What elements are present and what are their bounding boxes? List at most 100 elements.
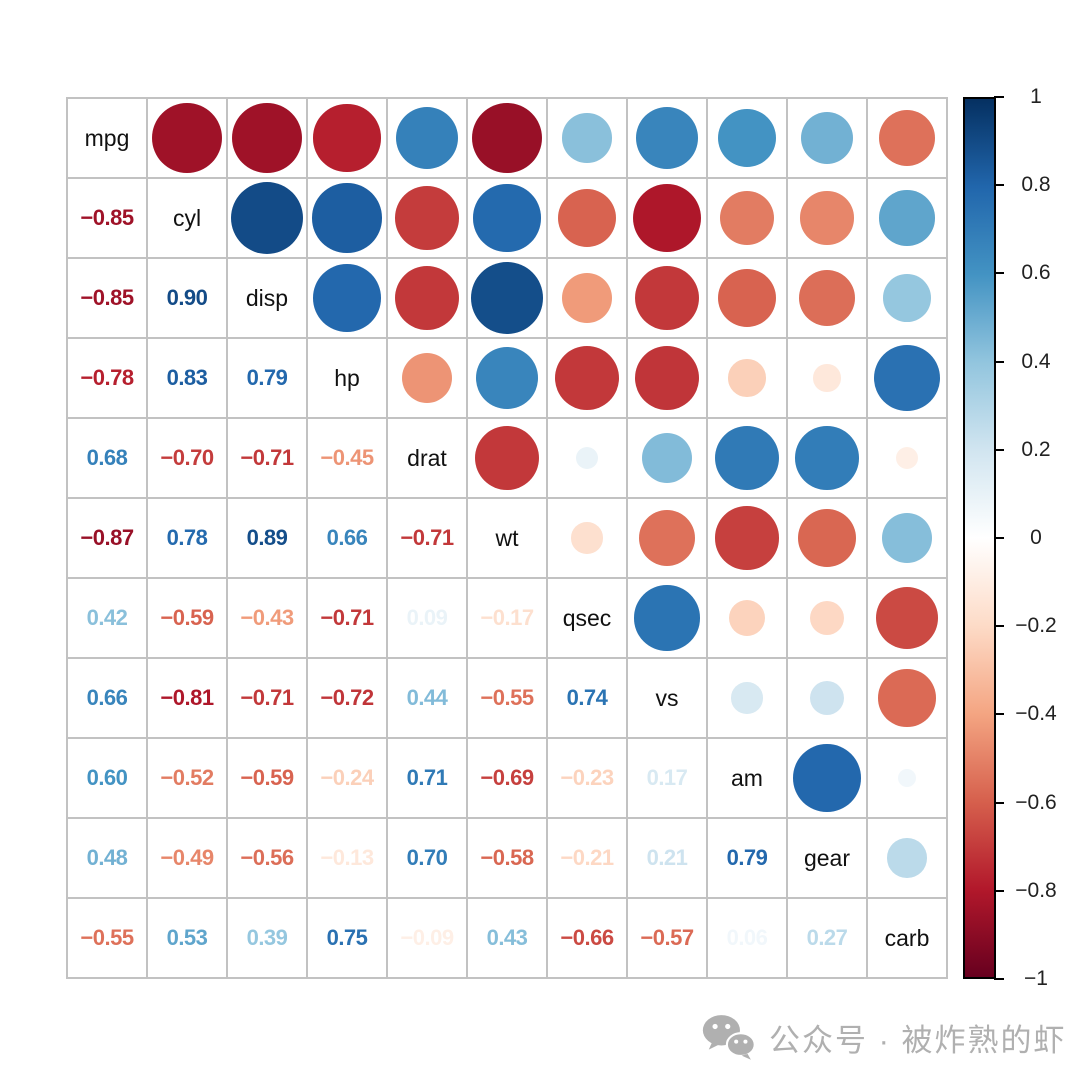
correlation-value: −0.52 — [160, 765, 214, 790]
correlation-value: 0.68 — [86, 445, 128, 470]
colorbar-tick — [994, 978, 1004, 980]
matrix-cell: 0.44 — [388, 659, 466, 737]
matrix-cell: gear — [788, 819, 866, 897]
matrix-cell — [788, 659, 866, 737]
matrix-cell: 0.17 — [628, 739, 706, 817]
correlation-value: −0.55 — [480, 685, 534, 710]
correlation-circle — [151, 102, 223, 174]
variable-label: carb — [884, 924, 930, 951]
matrix-cell: −0.56 — [228, 819, 306, 897]
correlation-value: 0.48 — [86, 845, 128, 870]
matrix-cell — [868, 819, 946, 897]
correlation-circle — [476, 347, 538, 409]
colorbar-tick — [994, 537, 1004, 539]
correlation-matrix: mpg −0.85 cyl −0.85 0.90 disp −0.78 0.83 0.79 hp 0… — [66, 97, 948, 979]
correlation-circle — [571, 522, 603, 554]
matrix-cell — [308, 259, 386, 337]
matrix-cell — [868, 419, 946, 497]
correlation-value: −0.17 — [480, 605, 534, 630]
correlation-value: −0.57 — [640, 925, 694, 950]
variable-label: gear — [803, 844, 851, 871]
colorbar-tick — [994, 625, 1004, 628]
correlation-value: −0.85 — [80, 205, 134, 230]
variable-label: vs — [655, 684, 679, 711]
correlation-value: −0.58 — [480, 845, 534, 870]
colorbar-tick — [994, 448, 1004, 451]
correlation-value: −0.43 — [240, 605, 294, 630]
matrix-cell — [468, 339, 546, 417]
correlation-circle — [809, 600, 845, 636]
correlation-circle — [562, 113, 612, 163]
correlation-circle — [638, 509, 696, 567]
correlation-circle — [641, 432, 693, 484]
matrix-cell — [388, 259, 466, 337]
matrix-cell — [548, 419, 626, 497]
correlation-value: 0.78 — [166, 525, 208, 550]
watermark-text: 公众号 · 被炸熟的虾 — [769, 1022, 1067, 1058]
correlation-circle — [793, 744, 861, 812]
matrix-cell: −0.55 — [68, 899, 146, 977]
matrix-cell — [868, 579, 946, 657]
matrix-cell — [628, 339, 706, 417]
colorbar-tick-label: −0.6 — [1015, 790, 1057, 814]
wechat-icon — [702, 1015, 756, 1060]
correlation-circle — [717, 268, 777, 328]
correlation-value: −0.59 — [240, 765, 294, 790]
correlation-circle — [474, 425, 540, 491]
correlation-value: 0.17 — [646, 765, 688, 790]
matrix-cell — [388, 99, 466, 177]
matrix-cell: 0.75 — [308, 899, 386, 977]
matrix-cell — [708, 259, 786, 337]
colorbar-tick — [994, 889, 1004, 892]
correlation-value: 0.66 — [326, 525, 368, 550]
correlation-value: 0.60 — [86, 765, 128, 790]
correlation-circle — [395, 106, 459, 170]
matrix-cell — [868, 499, 946, 577]
colorbar-tick — [994, 801, 1004, 804]
correlation-value: 0.42 — [86, 605, 128, 630]
matrix-cell: cyl — [148, 179, 226, 257]
matrix-cell: 0.74 — [548, 659, 626, 737]
matrix-cell — [468, 419, 546, 497]
correlation-circle — [632, 183, 702, 253]
correlation-circle — [878, 669, 936, 727]
matrix-cell: −0.57 — [628, 899, 706, 977]
correlation-circle — [876, 587, 938, 649]
correlation-value: −0.13 — [320, 845, 374, 870]
colorbar: 1 0.8 0.6 0.4 0.2 0 −0.2 −0.4 −0.6 −0.8 −1 — [963, 85, 1080, 990]
matrix-cell — [788, 739, 866, 817]
correlation-circle — [882, 513, 932, 563]
matrix-cell: −0.81 — [148, 659, 226, 737]
colorbar-tick — [994, 360, 1004, 363]
matrix-cell — [708, 179, 786, 257]
correlation-circle — [473, 184, 541, 252]
correlation-value: −0.49 — [160, 845, 214, 870]
matrix-cell: 0.60 — [68, 739, 146, 817]
matrix-cell: −0.09 — [388, 899, 466, 977]
matrix-cell — [868, 99, 946, 177]
correlation-circle — [800, 111, 854, 165]
matrix-cell: 0.79 — [228, 339, 306, 417]
matrix-cell: −0.71 — [388, 499, 466, 577]
correlation-circle — [395, 186, 459, 250]
correlation-circle — [715, 506, 779, 570]
colorbar-tick-label: 0.2 — [1021, 437, 1051, 461]
matrix-cell: −0.24 — [308, 739, 386, 817]
correlation-circle — [795, 426, 859, 490]
correlation-value: −0.21 — [560, 845, 614, 870]
matrix-cell — [868, 659, 946, 737]
matrix-cell — [708, 419, 786, 497]
correlation-value: −0.55 — [80, 925, 134, 950]
correlation-value: −0.71 — [320, 605, 374, 630]
matrix-cell — [308, 99, 386, 177]
matrix-cell: −0.59 — [228, 739, 306, 817]
matrix-cell — [788, 419, 866, 497]
correlation-value: 0.21 — [646, 845, 688, 870]
matrix-cell: 0.09 — [388, 579, 466, 657]
matrix-cell — [228, 179, 306, 257]
matrix-cell: 0.89 — [228, 499, 306, 577]
colorbar-tick-label: 0.4 — [1021, 349, 1051, 373]
matrix-cell: 0.21 — [628, 819, 706, 897]
variable-label: am — [731, 764, 763, 791]
correlation-value: 0.83 — [166, 365, 208, 390]
